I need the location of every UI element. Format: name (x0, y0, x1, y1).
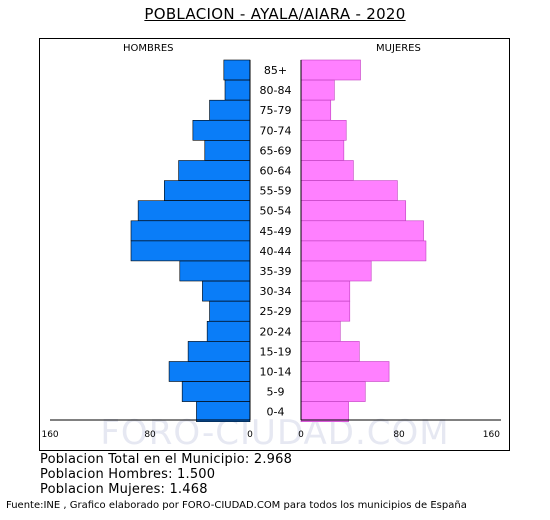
age-label-30-34: 30-34 (260, 285, 292, 298)
chart-frame (39, 38, 510, 451)
right-tick-label-160: 160 (483, 430, 500, 440)
female-bar-65-69 (300, 140, 345, 161)
age-label-10-14: 10-14 (260, 366, 292, 379)
male-bar-45-49 (130, 220, 251, 242)
female-bar-55-59 (300, 180, 398, 201)
chart-title: POBLACION - AYALA/AIARA - 2020 (144, 5, 406, 23)
age-label-85+: 85+ (264, 64, 287, 77)
age-label-25-29: 25-29 (260, 305, 292, 318)
female-bar-35-39 (300, 260, 372, 282)
male-bar-55-59 (164, 180, 251, 201)
female-bar-0-4 (300, 401, 349, 423)
right-tick-label-80: 80 (393, 430, 405, 440)
hombres-header: HOMBRES (123, 43, 174, 54)
male-bar-30-34 (202, 280, 251, 302)
left-tick-label-0: 0 (247, 430, 253, 440)
male-bar-50-54 (137, 200, 251, 221)
age-label-50-54: 50-54 (260, 205, 292, 218)
male-bar-65-69 (204, 140, 251, 161)
female-bar-60-64 (300, 160, 354, 181)
female-bar-10-14 (300, 361, 390, 382)
male-bar-5-9 (181, 381, 251, 402)
male-bar-0-4 (196, 401, 251, 423)
age-label-70-74: 70-74 (260, 124, 292, 137)
left-tick-label-80: 80 (144, 430, 156, 440)
male-bar-15-19 (187, 341, 251, 362)
male-bar-20-24 (206, 320, 251, 342)
female-bar-40-44 (300, 240, 427, 262)
total-population: Poblacion Total en el Municipio: 2.968 (40, 452, 293, 467)
male-bar-85+ (223, 59, 251, 81)
female-bar-80-84 (300, 79, 335, 101)
female-bar-30-34 (300, 280, 351, 302)
female-bar-45-49 (300, 220, 424, 242)
male-bar-35-39 (179, 260, 251, 282)
age-label-45-49: 45-49 (260, 225, 292, 238)
female-bar-85+ (300, 59, 361, 81)
male-bar-80-84 (224, 79, 251, 101)
male-bar-40-44 (130, 240, 251, 262)
source-footer: Fuente:INE , Grafico elaborado por FORO-… (6, 500, 467, 511)
left-tick-label-160: 160 (41, 430, 58, 440)
male-bar-70-74 (192, 120, 251, 141)
male-bar-60-64 (178, 160, 251, 181)
age-label-40-44: 40-44 (260, 245, 292, 258)
male-bar-10-14 (168, 361, 251, 382)
female-bar-50-54 (300, 200, 407, 221)
age-label-20-24: 20-24 (260, 325, 292, 338)
age-label-15-19: 15-19 (260, 345, 292, 358)
female-bar-15-19 (300, 341, 360, 362)
age-label-80-84: 80-84 (260, 84, 292, 97)
female-bar-5-9 (300, 381, 366, 402)
right-tick-label-0: 0 (298, 430, 304, 440)
age-label-5-9: 5-9 (267, 386, 285, 399)
female-population: Poblacion Mujeres: 1.468 (40, 482, 208, 497)
population-totals: Poblacion Total en el Municipio: 2.968 P… (40, 452, 292, 497)
female-bar-20-24 (300, 320, 341, 342)
age-label-0-4: 0-4 (267, 406, 285, 419)
male-bar-75-79 (209, 99, 251, 121)
female-bar-70-74 (300, 120, 347, 141)
age-label-55-59: 55-59 (260, 185, 292, 198)
female-bar-75-79 (300, 99, 332, 121)
age-label-35-39: 35-39 (260, 265, 292, 278)
mujeres-header: MUJERES (376, 43, 421, 54)
male-population: Poblacion Hombres: 1.500 (40, 467, 216, 482)
male-bar-25-29 (209, 300, 251, 322)
age-label-65-69: 65-69 (260, 144, 292, 157)
female-bar-25-29 (300, 300, 351, 322)
age-label-60-64: 60-64 (260, 165, 292, 178)
age-label-75-79: 75-79 (260, 104, 292, 117)
